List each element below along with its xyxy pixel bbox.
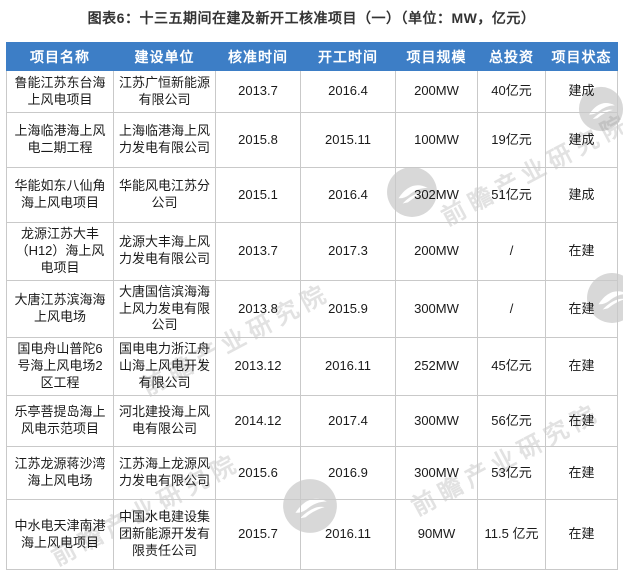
table-cell: 2016.11 [300, 337, 396, 397]
table-cell: 200MW [395, 222, 478, 281]
table-cell: 华能风电江苏分公司 [113, 167, 216, 223]
table-cell: 200MW [395, 70, 478, 113]
table-row: 华能如东八仙角海上风电项目 华能风电江苏分公司 2015.1 2016.4 302MW 5… [6, 167, 618, 223]
table-cell: 龙源江苏大丰（H12）海上风电项目 [6, 222, 114, 281]
table-cell: 56亿元 [477, 395, 546, 448]
table-cell: 51亿元 [477, 167, 546, 223]
table-cell: 2015.6 [215, 446, 301, 501]
column-header: 核准时间 [215, 42, 301, 71]
table-cell: 江苏广恒新能源有限公司 [113, 70, 216, 113]
table-row: 乐亭菩提岛海上风电示范项目 河北建投海上风电有限公司 2014.12 2017.4 30… [6, 395, 618, 448]
table-cell: 华能如东八仙角海上风电项目 [6, 167, 114, 223]
table-cell: 2013.7 [215, 222, 301, 281]
table-cell: 2014.12 [215, 395, 301, 448]
table-cell: 2013.8 [215, 279, 301, 339]
table-cell: 中水电天津南港海上风电项目 [6, 499, 114, 571]
table-cell: 300MW [395, 446, 478, 501]
table-cell: 100MW [395, 112, 478, 168]
table-cell: 45亿元 [477, 337, 546, 397]
table-row: 鲁能江苏东台海上风电项目 江苏广恒新能源有限公司 2013.7 2016.4 200MW… [6, 70, 618, 113]
table-cell: 2013.7 [215, 70, 301, 113]
table-cell: 53亿元 [477, 446, 546, 501]
table-cell: 2015.1 [215, 167, 301, 223]
table-cell: 河北建投海上风电有限公司 [113, 395, 216, 448]
table-cell: 300MW [395, 395, 478, 448]
table-cell: 2013.12 [215, 337, 301, 397]
table-cell: 302MW [395, 167, 478, 223]
table-cell: 在建 [545, 499, 618, 571]
table-cell: / [477, 279, 546, 339]
column-header: 项目规模 [395, 42, 478, 71]
table-body: 鲁能江苏东台海上风电项目 江苏广恒新能源有限公司 2013.7 2016.4 200MW… [6, 70, 618, 571]
table-cell: 建成 [545, 112, 618, 168]
table-cell: 上海临港海上风电二期工程 [6, 112, 114, 168]
table-cell: 鲁能江苏东台海上风电项目 [6, 70, 114, 113]
column-header: 建设单位 [113, 42, 216, 71]
table-cell: 江苏海上龙源风力发电有限公司 [113, 446, 216, 501]
table-cell: 在建 [545, 395, 618, 448]
table-cell: / [477, 222, 546, 281]
table-cell: 2016.4 [300, 167, 396, 223]
table-row: 上海临港海上风电二期工程 上海临港海上风力发电有限公司 2015.8 2015.11 1… [6, 112, 618, 168]
table-cell: 2016.4 [300, 70, 396, 113]
table-cell: 2015.8 [215, 112, 301, 168]
projects-table: 项目名称 建设单位 核准时间 开工时间 项目规模 总投资 项目状态 鲁能江苏东台海上风电项目… [6, 42, 618, 571]
table-cell: 上海临港海上风力发电有限公司 [113, 112, 216, 168]
table-cell: 在建 [545, 279, 618, 339]
table-cell: 大唐国信滨海海上风力发电有限公司 [113, 279, 216, 339]
table-cell: 2015.9 [300, 279, 396, 339]
table-cell: 2017.4 [300, 395, 396, 448]
column-header: 项目状态 [545, 42, 618, 71]
table-cell: 2016.11 [300, 499, 396, 571]
table-row: 江苏龙源蒋沙湾海上风电场 江苏海上龙源风力发电有限公司 2015.6 2016.9 30… [6, 446, 618, 501]
column-header: 总投资 [477, 42, 546, 71]
table-cell: 建成 [545, 70, 618, 113]
table-cell: 11.5 亿元 [477, 499, 546, 571]
table-cell: 2017.3 [300, 222, 396, 281]
table-cell: 龙源大丰海上风力发电有限公司 [113, 222, 216, 281]
table-header: 项目名称 建设单位 核准时间 开工时间 项目规模 总投资 项目状态 [6, 42, 618, 71]
table-row: 国电舟山普陀6号海上风电场2区工程 国电电力浙江舟山海上风电开发有限公司 2013.… [6, 337, 618, 397]
table-header-row: 项目名称 建设单位 核准时间 开工时间 项目规模 总投资 项目状态 [6, 42, 618, 71]
table-row: 中水电天津南港海上风电项目 中国水电建设集团新能源开发有限责任公司 2015.7 20… [6, 499, 618, 571]
table-cell: 19亿元 [477, 112, 546, 168]
table-cell: 建成 [545, 167, 618, 223]
table-cell: 90MW [395, 499, 478, 571]
table-cell: 大唐江苏滨海海上风电场 [6, 279, 114, 339]
table-cell: 国电舟山普陀6号海上风电场2区工程 [6, 337, 114, 397]
table-cell: 252MW [395, 337, 478, 397]
table-cell: 江苏龙源蒋沙湾海上风电场 [6, 446, 114, 501]
column-header: 项目名称 [6, 42, 114, 71]
table-cell: 国电电力浙江舟山海上风电开发有限公司 [113, 337, 216, 397]
table-cell: 在建 [545, 446, 618, 501]
page-title: 图表6：十三五期间在建及新开工核准项目（一）（单位：MW，亿元） [87, 10, 536, 26]
table-cell: 中国水电建设集团新能源开发有限责任公司 [113, 499, 216, 571]
table-row: 大唐江苏滨海海上风电场 大唐国信滨海海上风力发电有限公司 2013.8 2015.9 3… [6, 279, 618, 339]
column-header: 开工时间 [300, 42, 396, 71]
table-cell: 在建 [545, 222, 618, 281]
table-row: 龙源江苏大丰（H12）海上风电项目 龙源大丰海上风力发电有限公司 2013.7 201… [6, 222, 618, 281]
table-cell: 300MW [395, 279, 478, 339]
table-cell: 在建 [545, 337, 618, 397]
table-cell: 2015.11 [300, 112, 396, 168]
table-cell: 40亿元 [477, 70, 546, 113]
table-cell: 乐亭菩提岛海上风电示范项目 [6, 395, 114, 448]
table-cell: 2015.7 [215, 499, 301, 571]
table-cell: 2016.9 [300, 446, 396, 501]
